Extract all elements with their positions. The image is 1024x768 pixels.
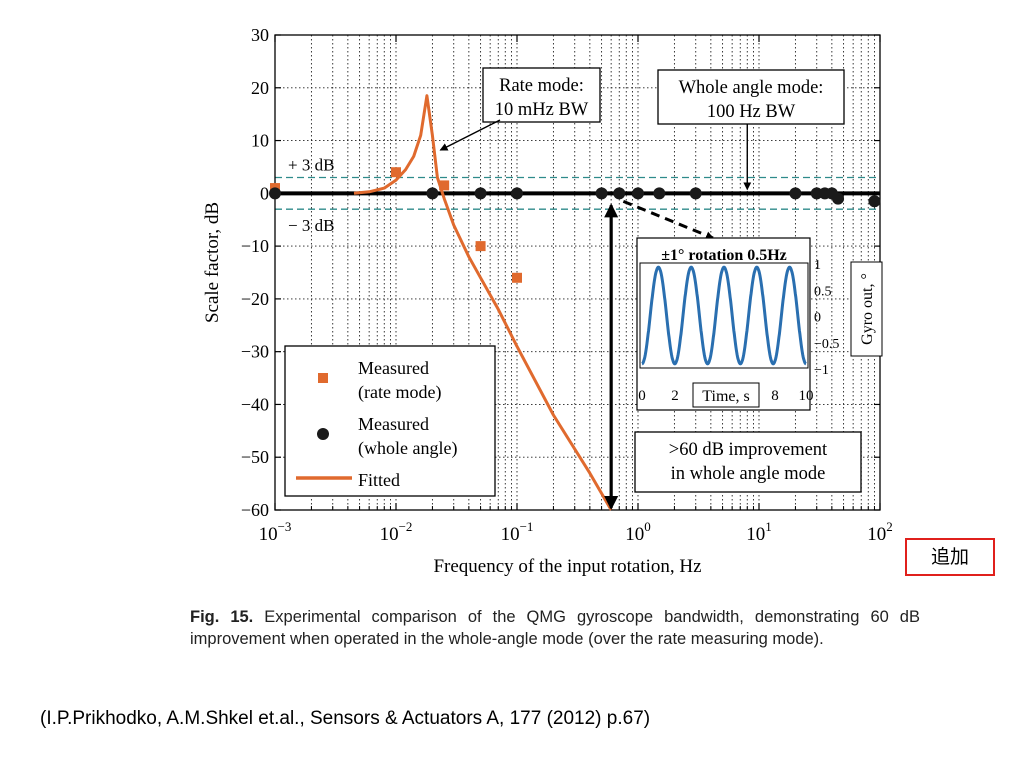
y-tick-label: 20 bbox=[251, 78, 269, 98]
y-tick-label: −30 bbox=[241, 342, 269, 362]
y-tick-label: −10 bbox=[241, 236, 269, 256]
reference-line-label: − 3 dB bbox=[288, 216, 334, 235]
whole-angle-annotation-frame bbox=[657, 69, 845, 125]
x-tick-label: 102 bbox=[867, 519, 893, 545]
y-tick-label: −50 bbox=[241, 447, 269, 467]
x-axis-label: Frequency of the input rotation, Hz bbox=[433, 556, 701, 577]
x-tick-label: 10−2 bbox=[380, 519, 413, 545]
inset-y-tick-label: −1 bbox=[814, 363, 829, 378]
rate-mode-point bbox=[391, 167, 401, 178]
whole-angle-annotation-line: Whole angle mode: bbox=[679, 78, 824, 98]
improvement-annotation-line: >60 dB improvement bbox=[669, 440, 828, 460]
improvement-annotation-line: in whole angle mode bbox=[671, 464, 826, 484]
inset-y-tick-label: 0 bbox=[814, 311, 821, 326]
inset-x-tick-label: 0 bbox=[638, 388, 646, 404]
rate-mode-annotation-frame bbox=[482, 67, 601, 123]
rate-mode-point bbox=[475, 241, 486, 252]
legend-marker-circle bbox=[317, 428, 329, 440]
whole-angle-annotation: Whole angle mode: 100 Hz BW bbox=[657, 69, 845, 125]
legend-frame bbox=[284, 345, 496, 497]
inset-y-tick-label: 0.5 bbox=[814, 284, 832, 299]
inset-signal-curve bbox=[641, 265, 807, 366]
y-tick-label: −20 bbox=[241, 289, 269, 309]
inset-pointer-arrow bbox=[622, 199, 714, 240]
inset-x-tick-label: 2 bbox=[671, 388, 679, 404]
inset-y-label: Gyro out, ° bbox=[859, 273, 876, 345]
added-note-box: 追加 bbox=[905, 538, 995, 576]
rate-mode-arrow bbox=[439, 119, 501, 151]
rate-mode-annotation-line: Rate mode: bbox=[499, 76, 584, 96]
whole-angle-point bbox=[595, 187, 608, 200]
legend-entry-label: (whole angle) bbox=[358, 438, 457, 459]
legend-marker-square bbox=[318, 373, 328, 383]
figure-caption: Fig. 15. Experimental comparison of the … bbox=[190, 606, 920, 650]
whole-angle-point bbox=[511, 187, 523, 200]
legend: Measured (rate mode) Measured (whole angle)… bbox=[284, 345, 496, 497]
whole-angle-point bbox=[653, 187, 666, 200]
citation-text: (I.P.Prikhodko, A.M.Shkel et.al., Sensor… bbox=[40, 708, 651, 729]
whole-angle-point bbox=[832, 192, 845, 205]
x-tick-label: 10−3 bbox=[259, 519, 292, 545]
whole-angle-point bbox=[426, 187, 439, 200]
inset-chart: ±1° rotation 0.5Hz 1 0.5 0 −0.5 −1 0 2 8 10 Time, … bbox=[636, 237, 883, 411]
legend-entry-label: (rate mode) bbox=[358, 382, 441, 403]
rate-mode-point bbox=[512, 272, 522, 283]
whole-angle-point bbox=[474, 187, 487, 200]
caption-text: Experimental comparison of the QMG gyros… bbox=[190, 608, 920, 648]
whole-angle-point bbox=[868, 195, 881, 208]
improvement-annotation: >60 dB improvement in whole angle mode bbox=[634, 431, 862, 493]
whole-angle-point bbox=[613, 187, 626, 200]
y-tick-label: −60 bbox=[241, 500, 269, 520]
x-tick-label: 101 bbox=[746, 519, 772, 545]
rate-mode-annotation-line: 10 mHz BW bbox=[495, 100, 589, 120]
improvement-annotation-frame bbox=[634, 431, 862, 493]
whole-angle-point bbox=[789, 187, 802, 200]
y-tick-label: 0 bbox=[260, 183, 269, 203]
rate-mode-annotation: Rate mode: 10 mHz BW bbox=[482, 67, 601, 123]
caption-label: Fig. 15. bbox=[190, 608, 254, 626]
x-tick-label: 100 bbox=[625, 519, 651, 545]
inset-x-label: Time, s bbox=[702, 388, 749, 405]
reference-line-label: + 3 dB bbox=[288, 156, 334, 175]
inset-y-tick-label: 1 bbox=[814, 258, 821, 273]
whole-angle-point bbox=[689, 187, 702, 200]
whole-angle-point bbox=[632, 187, 644, 200]
y-axis-label: Scale factor, dB bbox=[202, 202, 223, 323]
inset-y-tick-label: −0.5 bbox=[814, 337, 839, 352]
inset-x-label-frame bbox=[692, 382, 760, 408]
legend-entry-label: Fitted bbox=[358, 470, 400, 490]
chart-figure: + 3 dB − 3 dB 30 20 10 0 −10 −20 −30 −40 −50 −60 10−… bbox=[202, 25, 893, 577]
inset-x-tick-label: 10 bbox=[799, 388, 814, 404]
inset-plot-frame bbox=[639, 262, 809, 369]
y-tick-label: 10 bbox=[251, 131, 269, 151]
inset-x-tick-label: 8 bbox=[771, 388, 779, 404]
inset-y-label-frame bbox=[850, 261, 883, 357]
x-tick-label: 10−1 bbox=[501, 519, 534, 545]
y-tick-label: −40 bbox=[241, 394, 269, 414]
y-tick-label: 30 bbox=[251, 25, 269, 45]
inset-title: ±1° rotation 0.5Hz bbox=[661, 247, 787, 264]
rate-mode-point bbox=[439, 180, 450, 191]
fitted-curve bbox=[353, 94, 613, 511]
legend-entry-label: Measured bbox=[358, 358, 429, 378]
legend-entry-label: Measured bbox=[358, 414, 429, 434]
whole-angle-annotation-line: 100 Hz BW bbox=[707, 102, 796, 122]
chart-svg: + 3 dB− 3 dB3020100−10−20−30−40−50−6010−… bbox=[202, 25, 893, 577]
whole-angle-point bbox=[269, 187, 281, 200]
